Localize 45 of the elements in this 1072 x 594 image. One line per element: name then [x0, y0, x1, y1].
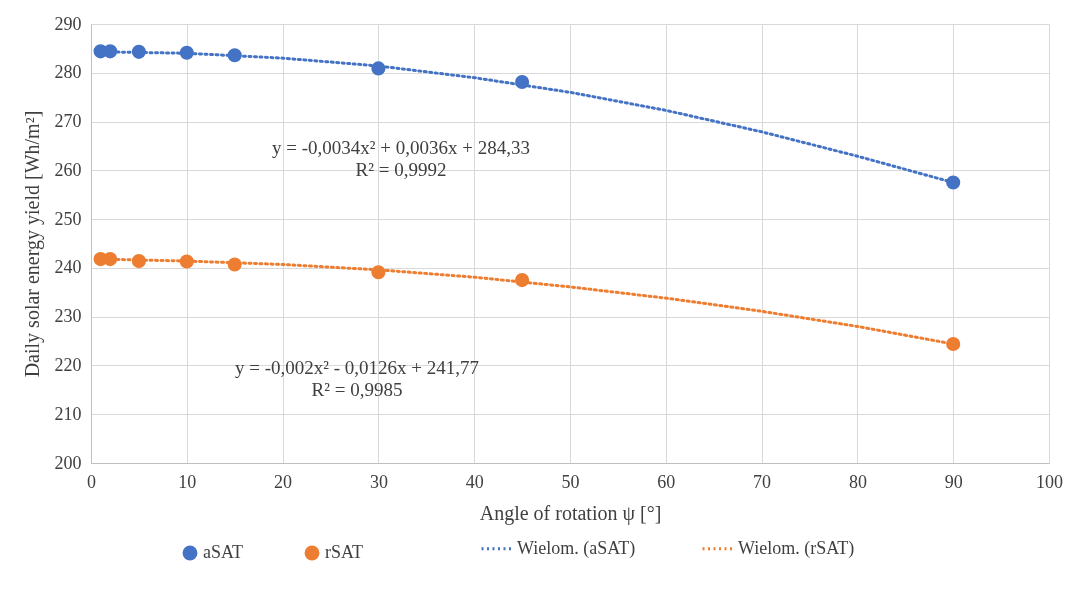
- x-tick-label: 30: [369, 471, 388, 492]
- y-tick-label: 260: [54, 159, 82, 180]
- y-tick-label: 240: [54, 257, 82, 278]
- x-tick-label: 70: [753, 471, 772, 492]
- point: [103, 44, 118, 59]
- point: [103, 252, 118, 267]
- point: [946, 336, 961, 352]
- point: [371, 61, 386, 76]
- annotation: y = -0,002x² - 0,0126x + 241,77: [234, 357, 480, 378]
- point: [227, 257, 242, 272]
- x-tick-label: 60: [657, 471, 676, 492]
- annotation: y = -0,0034x² + 0,0036x + 284,33: [272, 137, 530, 158]
- x-tick-label: 40: [465, 471, 484, 492]
- y-tick-label: 220: [54, 354, 82, 375]
- legend-label: Wielom. (rSAT): [738, 537, 855, 559]
- legend-label: Wielom. (aSAT): [517, 537, 636, 559]
- point: [371, 265, 386, 280]
- point: [131, 44, 146, 59]
- x-axis-title: Angle of rotation ψ [°]: [479, 501, 662, 525]
- y-tick-label: 270: [54, 111, 82, 132]
- x-tick-label: 20: [274, 471, 293, 492]
- y-tick-label: 200: [54, 452, 82, 473]
- annotation: R² = 0,9992: [355, 159, 447, 180]
- x-tick-label: 100: [1036, 471, 1063, 492]
- x-tick-label: 90: [944, 471, 963, 492]
- x-tick-label: 0: [87, 471, 96, 492]
- legend-label: rSAT: [325, 542, 364, 562]
- y-tick-label: 210: [54, 403, 82, 424]
- point: [946, 175, 961, 190]
- point: [131, 254, 146, 269]
- legend-label: aSAT: [203, 542, 243, 562]
- annotation: R² = 0,9985: [311, 379, 403, 400]
- x-tick-label: 50: [561, 471, 580, 492]
- point: [179, 45, 194, 60]
- point: [515, 273, 530, 288]
- y-tick-label: 230: [54, 306, 82, 327]
- x-tick-label: 10: [178, 471, 197, 492]
- y-tick-label: 280: [54, 62, 82, 83]
- point: [179, 254, 194, 269]
- y-axis-title: Daily solar energy yield [Wh/m²]: [20, 110, 44, 378]
- y-tick-label: 250: [54, 208, 82, 229]
- point: [515, 74, 530, 90]
- x-tick-label: 80: [848, 471, 867, 492]
- point: [227, 48, 242, 63]
- y-tick-label: 290: [54, 13, 82, 34]
